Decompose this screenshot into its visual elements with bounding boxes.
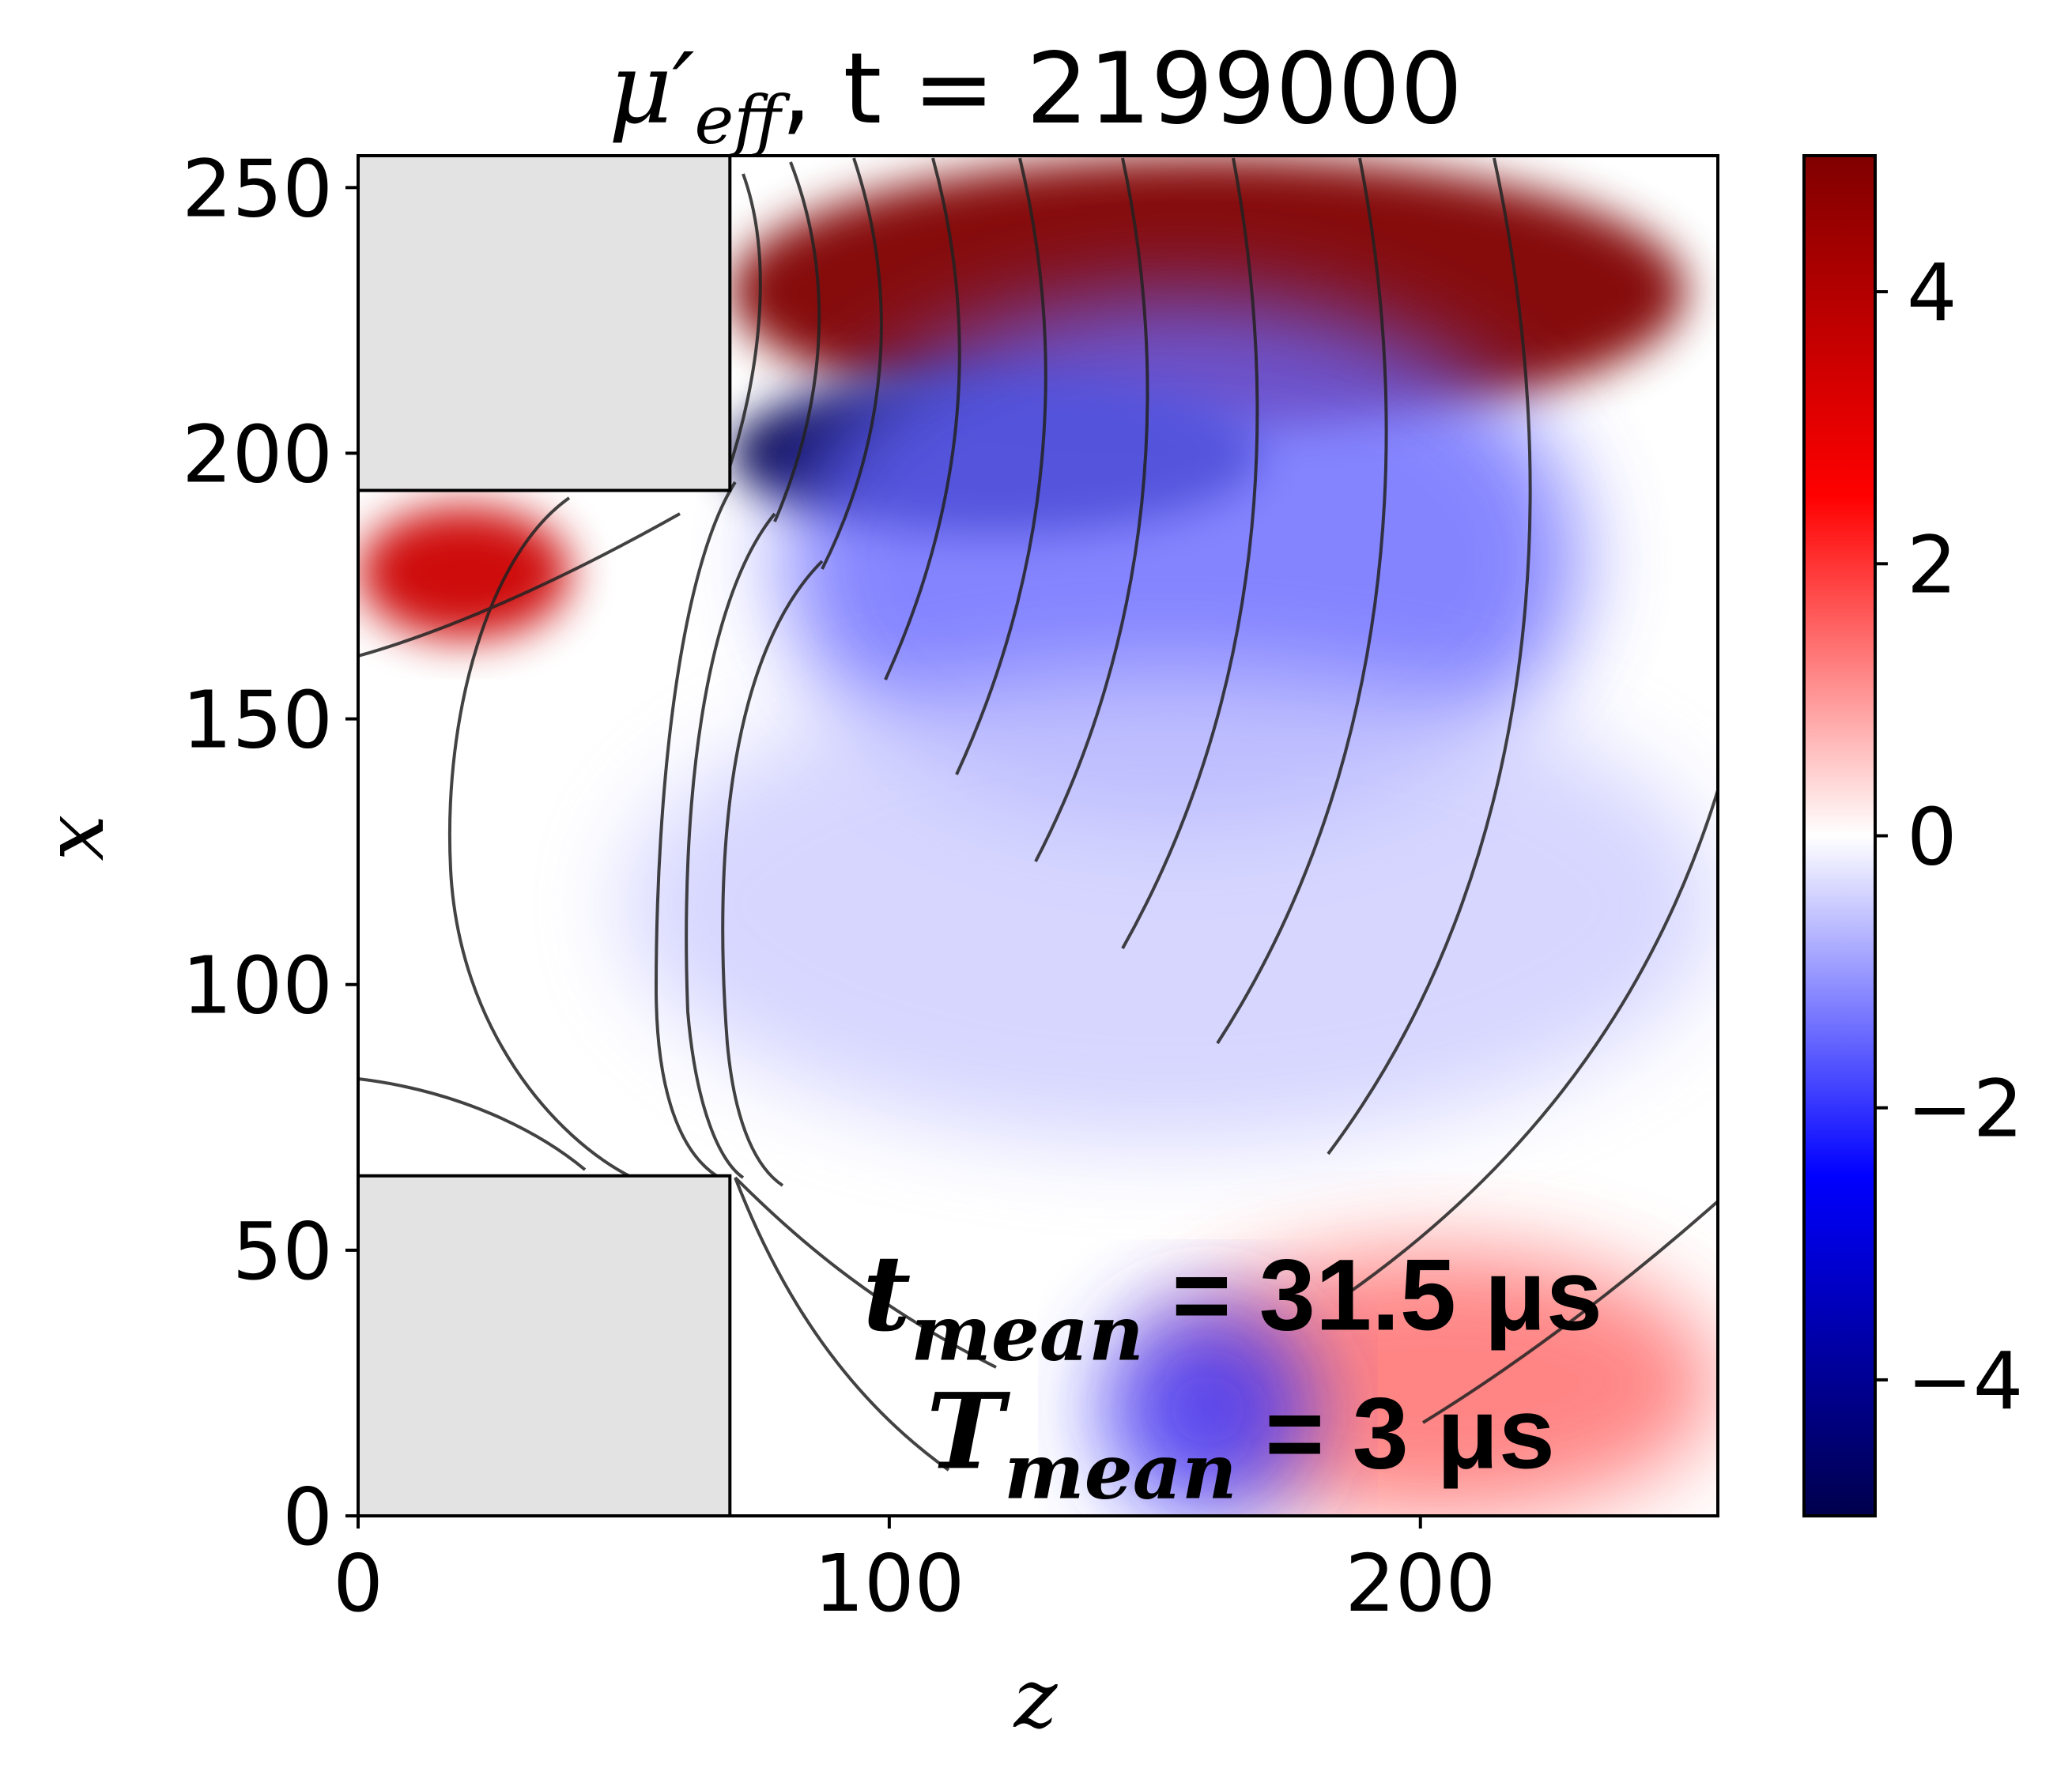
time-annotation: Tmean = 3 μs [927, 1370, 1555, 1516]
annotation-main: t [862, 1233, 911, 1355]
colorbar [1802, 154, 1877, 1517]
annotation-main: T [927, 1370, 1011, 1493]
y-tick-label: 100 [182, 940, 333, 1032]
x-tick-label: 100 [813, 1537, 964, 1630]
contour-line [734, 1177, 950, 1472]
y-axis-ticks: 0 50 100 150 200 250 [182, 142, 358, 1563]
title-symbol: μ′ [609, 32, 695, 146]
colorbar-ticks: 4 2 0 −2 −4 [1875, 247, 2023, 1427]
colorbar-tick-label: 4 [1907, 247, 1957, 339]
contour-line [773, 161, 821, 522]
contour-line [358, 1077, 587, 1171]
contour-line [1421, 1200, 1718, 1424]
obstacle-block [358, 1174, 732, 1516]
y-tick-label: 200 [182, 408, 333, 500]
contour-line [726, 173, 762, 475]
negative-value-region [1101, 1303, 1315, 1516]
contour-line [685, 512, 776, 1179]
x-tick-label: 200 [1345, 1537, 1496, 1630]
colorbar-tick-label: −4 [1907, 1335, 2023, 1427]
colorbar-tick-label: 2 [1907, 518, 1957, 611]
y-tick-label: 50 [232, 1205, 333, 1298]
contour-line [358, 512, 681, 658]
x-tick-label: 0 [333, 1537, 383, 1630]
contour-line [447, 496, 633, 1179]
contour-line [1216, 157, 1388, 1045]
time-annotation: tmean = 31.5 μs [862, 1233, 1602, 1378]
title-subscript: eff [695, 81, 791, 159]
x-axis-label: z [1013, 1650, 1059, 1747]
annotation-subscript: mean [1004, 1427, 1237, 1516]
heatmap-plot-area [358, 156, 1718, 1516]
field-contour-lines [358, 157, 1718, 1472]
y-axis-label: x [26, 815, 123, 861]
annotation-value: = 3 μs [1237, 1377, 1555, 1490]
y-tick-label: 150 [182, 674, 333, 767]
contour-line [884, 157, 961, 680]
contour-line [1034, 157, 1149, 862]
plot-frame [357, 154, 1719, 1517]
chart-title: μ′eff, t = 2199000 [609, 32, 1462, 159]
contour-line [1327, 157, 1532, 1155]
negative-value-region [623, 665, 1718, 1144]
annotation-value: = 31.5 μs [1144, 1239, 1602, 1352]
contour-line [821, 157, 883, 570]
x-axis-ticks: 0 100 200 [333, 1516, 1496, 1630]
colorbar-tick-label: 0 [1907, 791, 1957, 884]
contour-line [1121, 157, 1259, 949]
contour-line [955, 157, 1047, 775]
y-tick-label: 0 [282, 1471, 333, 1563]
positive-value-region [358, 506, 571, 639]
contour-line [721, 560, 824, 1187]
colorbar-tick-label: −2 [1907, 1063, 2023, 1155]
y-tick-label: 250 [182, 142, 333, 235]
obstacle-block [358, 156, 732, 492]
title-time: , t = 2199000 [781, 32, 1462, 146]
contour-line [1342, 790, 1718, 1298]
annotation-subscript: mean [911, 1289, 1144, 1378]
contour-line [734, 1176, 997, 1369]
contour-line [654, 481, 737, 1179]
